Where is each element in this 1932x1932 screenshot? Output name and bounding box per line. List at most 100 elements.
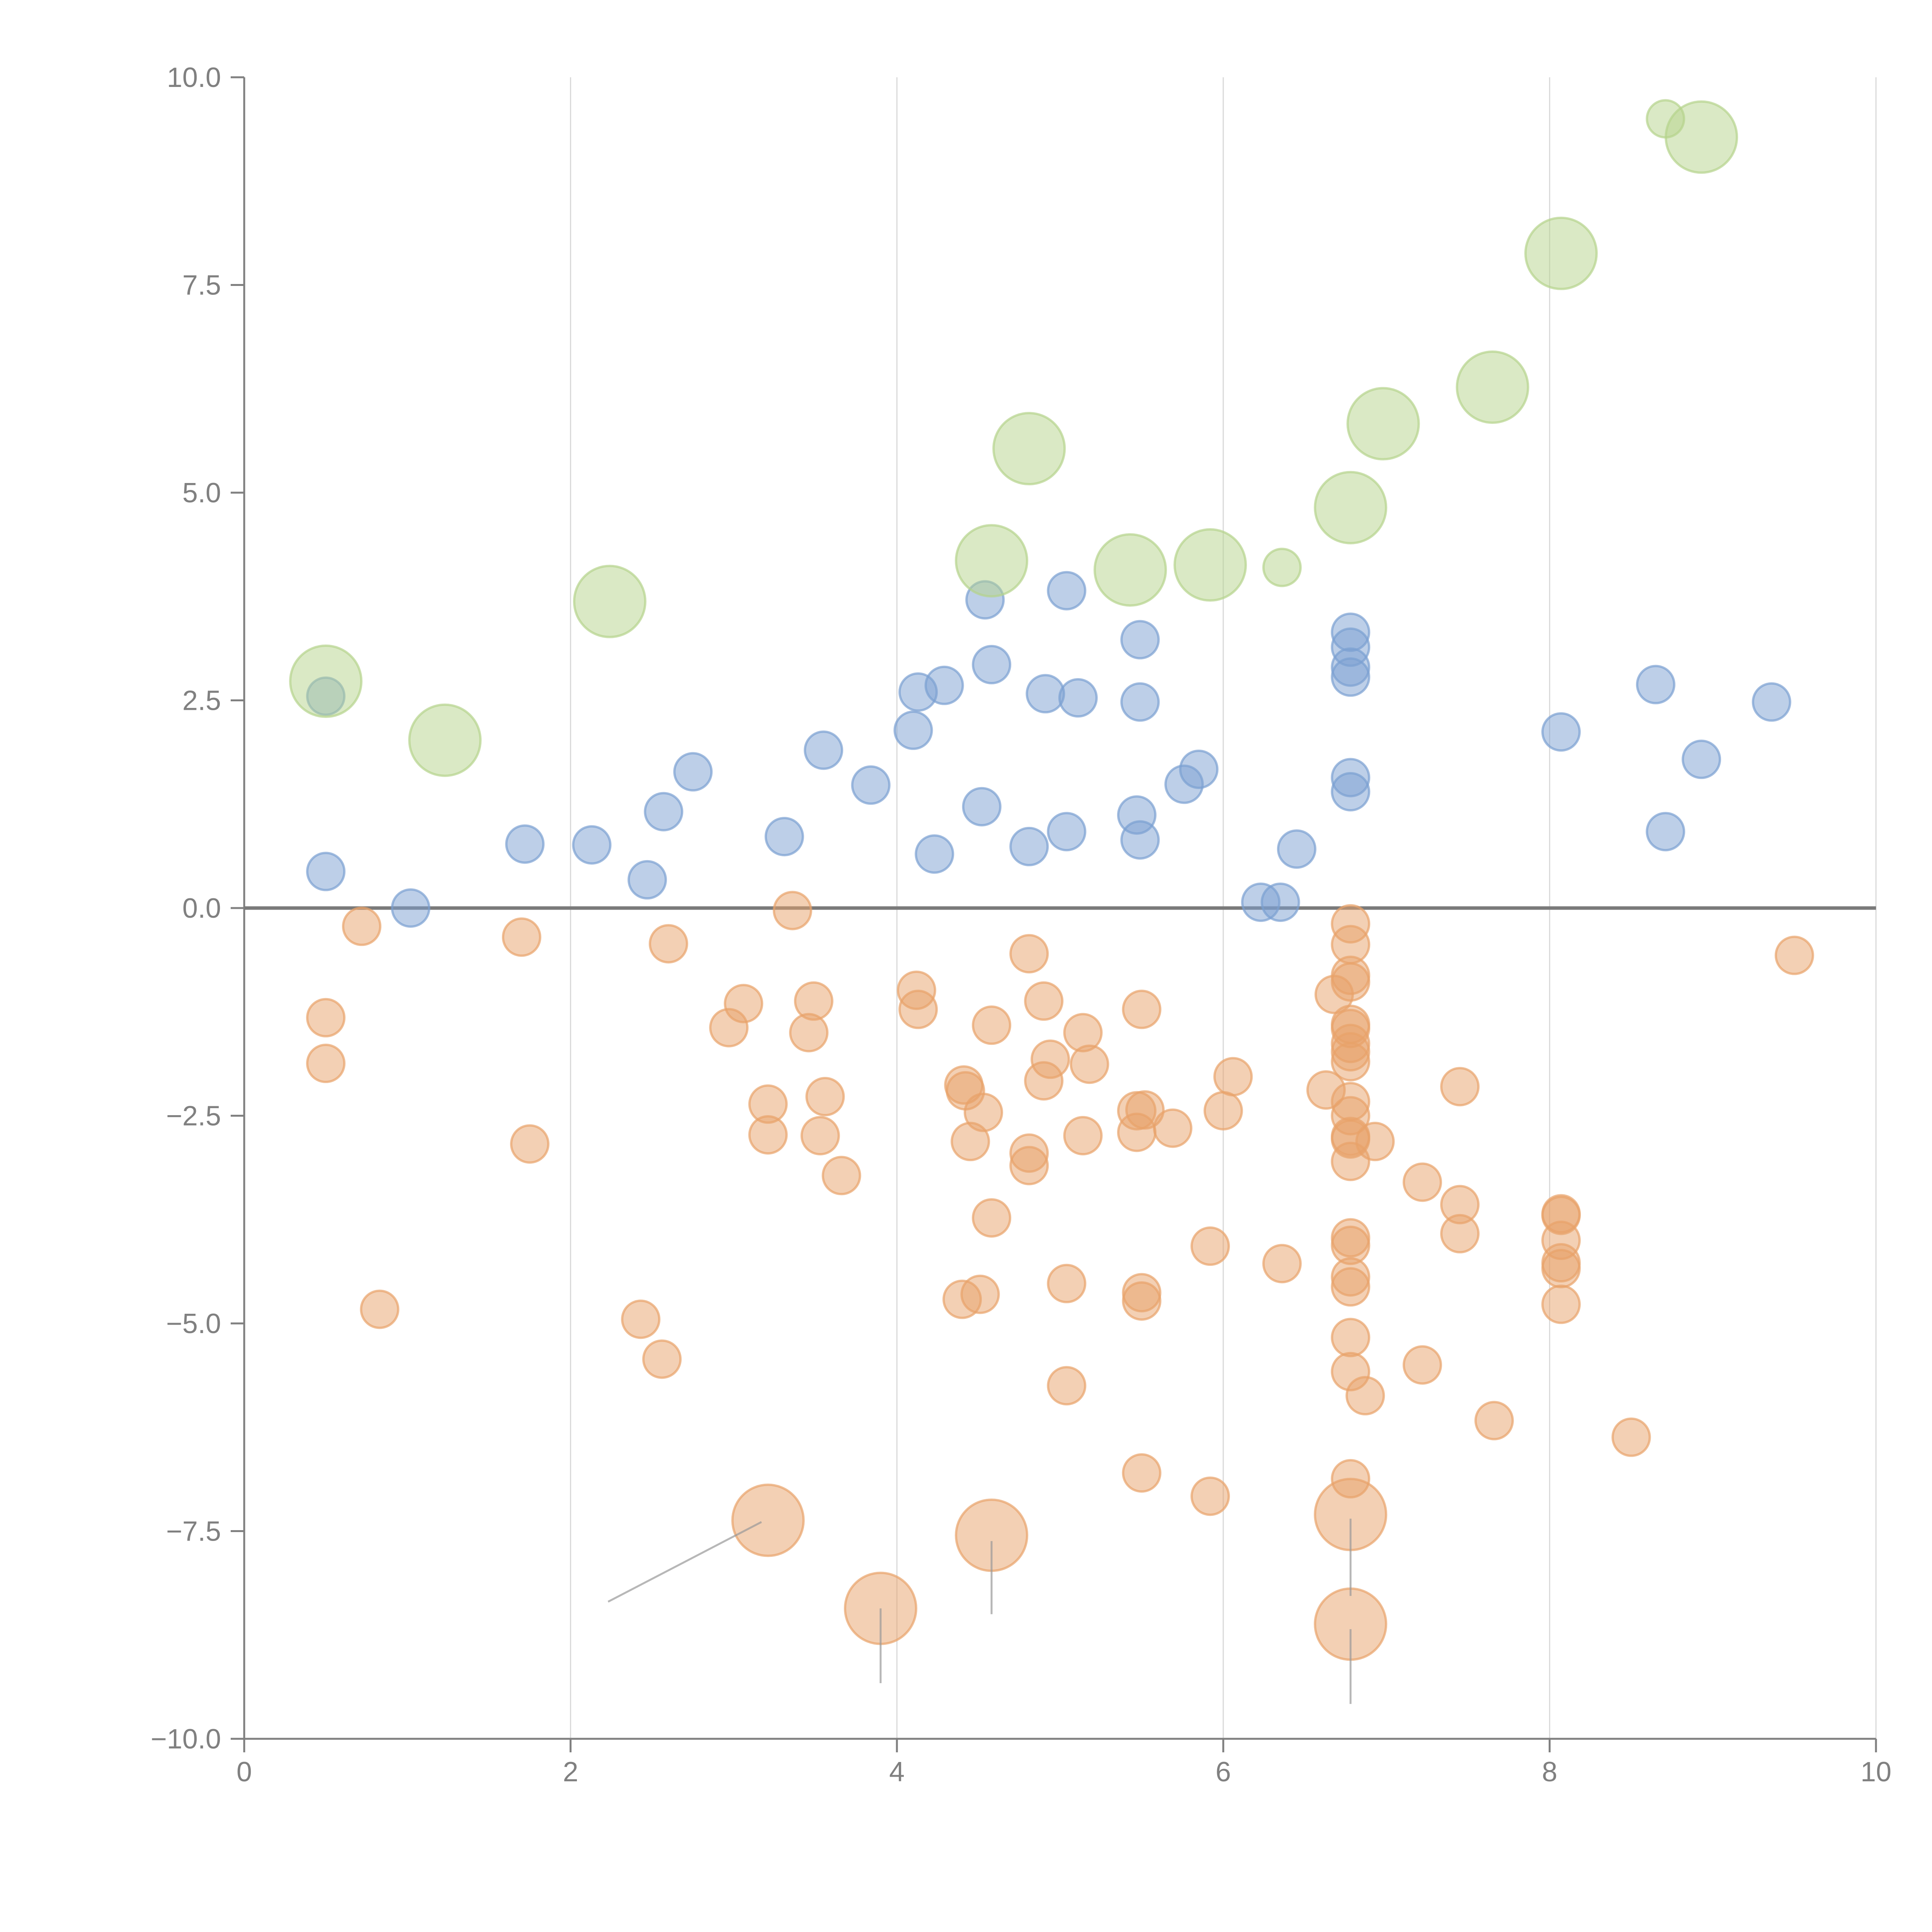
x-tick-label: 0 [236,1757,252,1787]
data-point-top [955,524,1029,598]
data-point-negative [1063,1116,1103,1156]
data-point-top [289,645,363,718]
y-tick-label: −2.5 [166,1101,221,1132]
data-point-positive [1682,740,1721,779]
data-point-positive [306,852,346,891]
data-point-negative [748,1115,788,1155]
data-point-negative [1331,1042,1371,1082]
y-tick-label: −7.5 [166,1516,221,1547]
y-tick-label: 10.0 [167,62,221,93]
data-point-negative [1345,1376,1385,1416]
x-tick-label: 4 [889,1757,905,1787]
data-point-negative [1474,1401,1514,1440]
data-point-positive [628,860,667,900]
data-point-negative [724,984,764,1024]
data-point-negative [1355,1122,1395,1162]
data-point-positive [924,665,964,705]
data-point-negative [1047,1264,1087,1303]
data-point-negative [1403,1162,1442,1202]
data-point-negative [1262,1244,1302,1284]
data-point-negative [1122,1281,1162,1321]
data-point-negative [642,1339,682,1379]
y-tick-label: 0.0 [182,893,221,924]
data-point-negative [800,1116,840,1156]
data-point-negative [794,981,833,1021]
data-point-negative [342,906,382,946]
data-point-negative [1213,1057,1253,1097]
data-point-negative [1031,1039,1070,1079]
data-point-negative [964,1092,1003,1132]
data-point-top-small [1262,548,1302,587]
data-point-negative [1190,1226,1230,1266]
data-point-negative [1440,1214,1480,1253]
data-point-negative [972,1198,1012,1238]
data-point-negative [360,1289,400,1329]
data-point-negative [1122,1453,1162,1493]
y-tick-label: 5.0 [182,478,221,509]
leader-lines [607,1519,1352,1704]
data-point-positive [572,825,612,865]
x-tick-label: 6 [1216,1757,1231,1787]
data-point-positive [673,752,713,792]
data-point-negative [1125,1090,1165,1130]
data-point-positive [1260,882,1300,922]
data-point-top [573,565,646,638]
data-point-negative [502,917,541,957]
data-point-negative [1190,1476,1230,1516]
data-point-negative [1047,1366,1087,1406]
data-point-top-small [1646,99,1685,139]
x-tick-label: 2 [563,1757,578,1787]
data-point-positive [505,824,545,864]
data-point-negative [1331,1318,1371,1357]
data-point-positive [764,817,804,857]
data-point-positive [962,787,1002,827]
data-point-positive [1047,571,1087,611]
annotation-leader-line [607,1521,762,1603]
y-tick-label: −10.0 [151,1724,221,1755]
data-point-negative [960,1274,1000,1314]
data-point-negative [1331,1267,1371,1307]
data-point-negative [972,1005,1012,1045]
data-point-negative [648,924,688,964]
data-points [289,99,1814,1661]
data-point-positive [644,792,684,832]
data-point-positive [1009,827,1049,866]
data-point-negative [621,1299,661,1339]
data-point-positive [1541,712,1581,752]
data-point-positive [1047,812,1087,852]
data-point-negative [1440,1067,1480,1107]
data-point-negative [1024,981,1064,1021]
data-point-negative [306,1044,346,1083]
data-point-negative [772,891,812,930]
data-point-positive [1120,820,1160,860]
data-point-positive [972,645,1012,685]
data-point-positive [1331,772,1371,811]
data-point-negative [1541,1284,1581,1324]
data-point-positive [1179,749,1219,789]
data-point-negative [821,1156,861,1196]
data-point-negative [1070,1044,1109,1084]
y-tick-label: 7.5 [182,270,221,301]
data-point-negative [1611,1417,1651,1457]
data-point-negative [1403,1345,1442,1385]
data-point-top [1094,533,1167,607]
data-point-positive [1120,682,1160,722]
data-point-positive [893,710,933,750]
data-point-negative [1009,1146,1049,1185]
data-point-positive [1277,829,1316,869]
y-tick-label: −5.0 [166,1308,221,1339]
data-point-negative [1153,1108,1192,1148]
data-point-negative [1009,934,1049,974]
data-point-positive [1752,682,1791,722]
data-point-negative [805,1077,845,1117]
data-point-positive [1636,665,1675,704]
data-point-negative-large [731,1483,805,1557]
data-point-positive [1646,812,1685,852]
data-point-positive [804,730,844,770]
data-point-negative [1122,990,1162,1029]
data-point-positive [1058,678,1098,718]
data-point-positive [851,765,891,805]
data-point-negative [1541,1249,1581,1289]
data-point-positive [1120,620,1160,660]
